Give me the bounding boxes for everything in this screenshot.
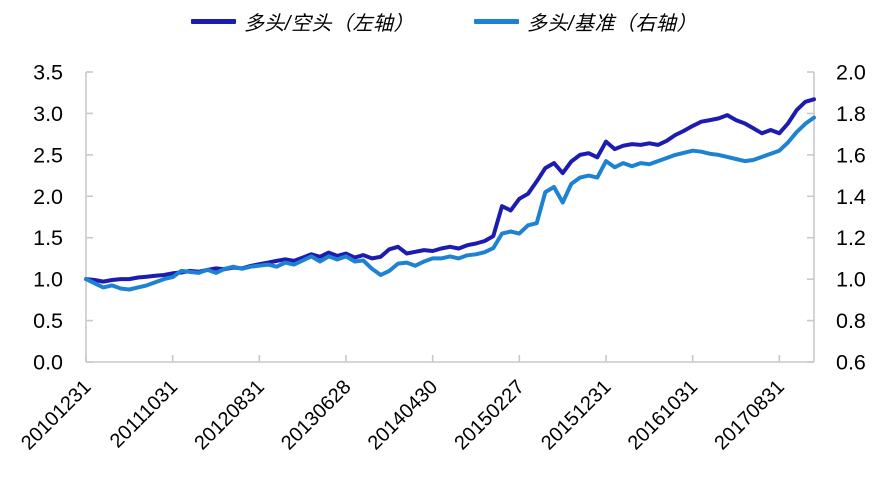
svg-text:20130628: 20130628 [277, 376, 355, 454]
svg-text:2.0: 2.0 [33, 185, 63, 209]
svg-text:20170831: 20170831 [710, 376, 788, 454]
svg-text:3.5: 3.5 [33, 61, 63, 85]
svg-text:0.0: 0.0 [33, 351, 63, 375]
svg-text:0.5: 0.5 [33, 309, 63, 333]
svg-text:1.0: 1.0 [33, 268, 63, 292]
svg-text:1.2: 1.2 [836, 226, 866, 250]
svg-text:0.6: 0.6 [836, 351, 866, 375]
legend-item-long-short: 多头/空头（左轴） [190, 7, 414, 36]
legend-label-long-benchmark: 多头/基准（右轴） [527, 13, 698, 35]
svg-text:2.0: 2.0 [836, 61, 866, 85]
legend-label-long-short: 多头/空头（左轴） [243, 13, 414, 35]
legend-item-long-benchmark: 多头/基准（右轴） [474, 7, 697, 36]
legend-line-swatch-light-blue [474, 19, 519, 24]
svg-text:20140430: 20140430 [364, 376, 442, 454]
svg-text:20111031: 20111031 [106, 376, 182, 452]
svg-text:20101231: 20101231 [17, 376, 95, 454]
chart-legend: 多头/空头（左轴） 多头/基准（右轴） [0, 7, 888, 36]
svg-text:20150227: 20150227 [450, 376, 528, 454]
legend-line-swatch-dark-blue [190, 19, 236, 24]
svg-text:1.6: 1.6 [836, 143, 866, 167]
svg-text:20151231: 20151231 [537, 376, 615, 454]
svg-text:1.8: 1.8 [836, 102, 866, 126]
svg-text:0.8: 0.8 [836, 309, 866, 333]
svg-text:3.0: 3.0 [33, 102, 63, 126]
svg-text:2.5: 2.5 [33, 143, 63, 167]
svg-text:20161031: 20161031 [624, 376, 702, 454]
svg-text:1.0: 1.0 [836, 268, 866, 292]
svg-text:20120831: 20120831 [190, 376, 268, 454]
svg-text:1.5: 1.5 [33, 226, 63, 250]
svg-text:1.4: 1.4 [836, 185, 866, 209]
